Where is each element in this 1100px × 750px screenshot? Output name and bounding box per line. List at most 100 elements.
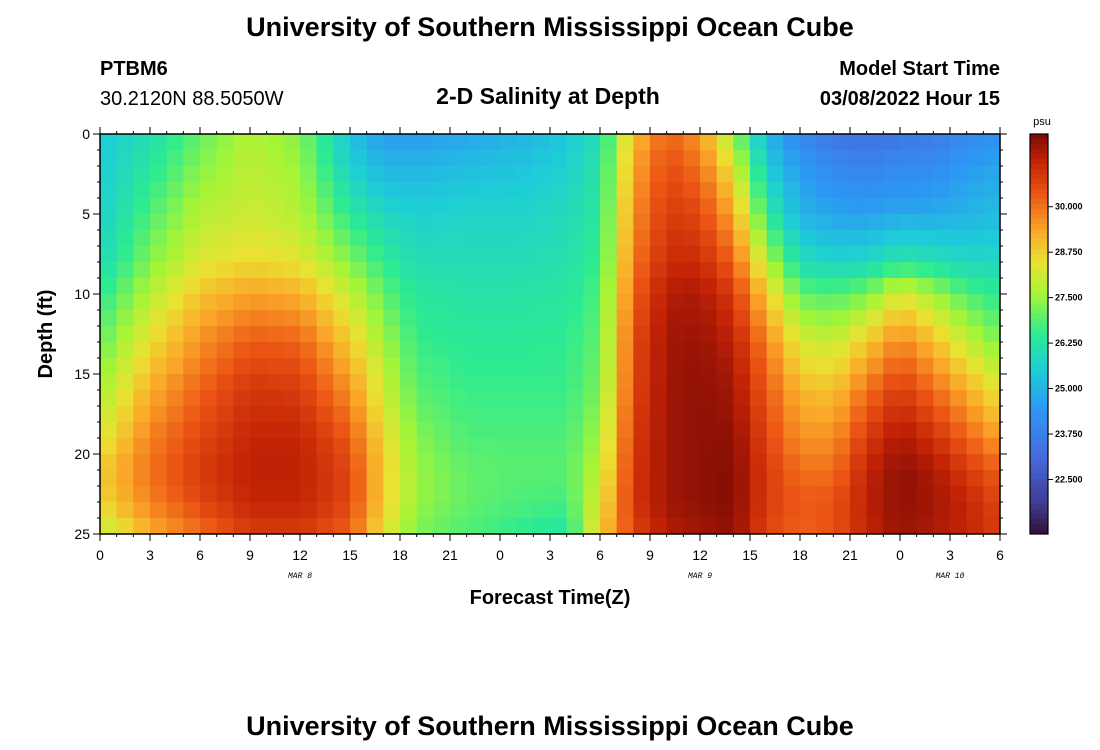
heatmap-cell bbox=[516, 150, 534, 167]
heatmap-cell bbox=[583, 422, 601, 439]
heatmap-cell bbox=[200, 166, 218, 183]
heatmap-cell bbox=[783, 166, 801, 183]
heatmap-cell bbox=[400, 486, 418, 503]
heatmap-cell bbox=[616, 246, 634, 263]
heatmap-cell bbox=[116, 326, 134, 343]
heatmap-cell bbox=[933, 502, 951, 519]
heatmap-cell bbox=[883, 310, 901, 327]
heatmap-cell bbox=[466, 342, 484, 359]
heatmap-cell bbox=[750, 166, 768, 183]
heatmap-cell bbox=[366, 150, 384, 167]
heatmap-cell bbox=[950, 294, 968, 311]
heatmap-cell bbox=[433, 422, 451, 439]
heatmap-cell bbox=[100, 342, 118, 359]
heatmap-cell bbox=[716, 342, 734, 359]
heatmap-cell bbox=[666, 358, 684, 375]
heatmap-cell bbox=[750, 214, 768, 231]
colorbar-segment bbox=[1030, 209, 1048, 215]
colorbar-segment bbox=[1030, 299, 1048, 305]
heatmap-cell bbox=[233, 262, 251, 279]
heatmap-cell bbox=[450, 166, 468, 183]
heatmap-cell bbox=[366, 246, 384, 263]
heatmap-cell bbox=[700, 374, 718, 391]
heatmap-cell bbox=[566, 326, 584, 343]
heatmap-cell bbox=[250, 278, 268, 295]
heatmap-cell bbox=[550, 422, 568, 439]
heatmap-cell bbox=[100, 278, 118, 295]
heatmap-cell bbox=[366, 310, 384, 327]
heatmap-cell bbox=[483, 166, 501, 183]
heatmap-cell bbox=[783, 470, 801, 487]
heatmap-cell bbox=[500, 198, 518, 215]
heatmap-cell bbox=[800, 230, 818, 247]
heatmap-cell bbox=[100, 358, 118, 375]
heatmap-cell bbox=[233, 150, 251, 167]
heatmap-cell bbox=[750, 374, 768, 391]
heatmap-cell bbox=[383, 150, 401, 167]
heatmap-cell bbox=[566, 454, 584, 471]
heatmap-cell bbox=[200, 374, 218, 391]
colorbar-segment bbox=[1030, 359, 1048, 365]
heatmap-cell bbox=[850, 470, 868, 487]
colorbar-segment bbox=[1030, 214, 1048, 220]
heatmap-cell bbox=[483, 422, 501, 439]
heatmap-cell bbox=[833, 406, 851, 423]
heatmap-cell bbox=[383, 438, 401, 455]
heatmap-cell bbox=[866, 198, 884, 215]
heatmap-cell bbox=[100, 454, 118, 471]
heatmap-cell bbox=[666, 438, 684, 455]
heatmap-cell bbox=[816, 246, 834, 263]
heatmap-cell bbox=[266, 358, 284, 375]
heatmap-cell bbox=[566, 310, 584, 327]
heatmap-cell bbox=[783, 278, 801, 295]
heatmap-cell bbox=[833, 486, 851, 503]
colorbar-segment bbox=[1030, 269, 1048, 275]
heatmap-cell bbox=[766, 518, 784, 535]
heatmap-cell bbox=[783, 294, 801, 311]
heatmap-cell bbox=[966, 502, 984, 519]
heatmap-cell bbox=[633, 518, 651, 535]
heatmap-cell bbox=[566, 198, 584, 215]
heatmap-cell bbox=[700, 422, 718, 439]
heatmap-cell bbox=[200, 406, 218, 423]
heatmap-cell bbox=[533, 166, 551, 183]
heatmap-cell bbox=[483, 342, 501, 359]
heatmap-cell bbox=[400, 438, 418, 455]
heatmap-cell bbox=[283, 214, 301, 231]
heatmap-cell bbox=[416, 310, 434, 327]
heatmap-cell bbox=[183, 342, 201, 359]
heatmap-cell bbox=[816, 166, 834, 183]
heatmap-cell bbox=[250, 422, 268, 439]
heatmap-cell bbox=[900, 342, 918, 359]
heatmap-cell bbox=[133, 198, 151, 215]
colorbar-segment bbox=[1030, 289, 1048, 295]
heatmap-cell bbox=[766, 278, 784, 295]
heatmap-cell bbox=[616, 294, 634, 311]
heatmap-cell bbox=[533, 518, 551, 535]
heatmap-cell bbox=[916, 406, 934, 423]
heatmap-cell bbox=[716, 246, 734, 263]
heatmap-cell bbox=[316, 390, 334, 407]
heatmap-cell bbox=[883, 470, 901, 487]
y-tick-label: 20 bbox=[74, 446, 90, 462]
heatmap-cell bbox=[850, 438, 868, 455]
heatmap-cell bbox=[583, 310, 601, 327]
heatmap-cell bbox=[316, 326, 334, 343]
heatmap-cell bbox=[750, 230, 768, 247]
heatmap-cell bbox=[266, 390, 284, 407]
heatmap-cell bbox=[950, 134, 968, 151]
heatmap-cell bbox=[650, 438, 668, 455]
heatmap-cell bbox=[600, 150, 618, 167]
heatmap-cell bbox=[200, 518, 218, 535]
heatmap-cell bbox=[200, 502, 218, 519]
heatmap-cell bbox=[833, 518, 851, 535]
heatmap-cell bbox=[133, 310, 151, 327]
heatmap-cell bbox=[616, 518, 634, 535]
heatmap-cell bbox=[616, 166, 634, 183]
heatmap-cell bbox=[833, 390, 851, 407]
heatmap-cell bbox=[900, 198, 918, 215]
heatmap-cell bbox=[933, 310, 951, 327]
heatmap-cell bbox=[516, 406, 534, 423]
heatmap-cell bbox=[350, 134, 368, 151]
